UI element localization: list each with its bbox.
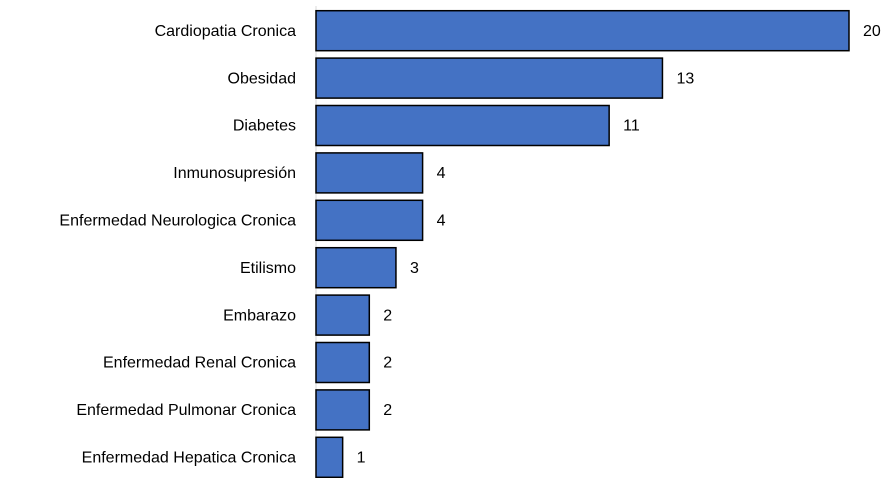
value-label: 13 xyxy=(676,70,694,87)
bar xyxy=(315,9,850,52)
value-label: 20 xyxy=(863,23,881,40)
bar xyxy=(315,199,424,242)
category-label: Cardiopatia Cronica xyxy=(155,23,297,40)
category-label: Inmunosupresión xyxy=(173,165,296,182)
category-label: Etilismo xyxy=(240,260,296,277)
category-label: Obesidad xyxy=(228,70,297,87)
bar xyxy=(315,389,371,431)
value-label: 2 xyxy=(383,355,392,372)
bar xyxy=(315,294,371,336)
bar xyxy=(315,152,424,194)
category-label: Enfermedad Neurologica Cronica xyxy=(59,213,296,230)
category-label: Enfermedad Hepatica Cronica xyxy=(82,450,296,467)
value-label: 2 xyxy=(383,307,392,324)
bar xyxy=(315,57,664,99)
bar xyxy=(315,436,344,478)
category-label: Enfermedad Pulmonar Cronica xyxy=(76,402,296,419)
value-label: 3 xyxy=(410,260,419,277)
value-label: 2 xyxy=(383,402,392,419)
value-label: 11 xyxy=(623,118,640,135)
value-label: 4 xyxy=(437,165,446,182)
bar xyxy=(315,104,610,147)
category-label: Embarazo xyxy=(223,307,296,324)
category-label: Enfermedad Renal Cronica xyxy=(103,355,296,372)
category-label: Diabetes xyxy=(233,118,296,135)
bar xyxy=(315,341,371,384)
value-label: 1 xyxy=(357,450,366,467)
bar xyxy=(315,246,397,289)
value-label: 4 xyxy=(437,213,446,230)
